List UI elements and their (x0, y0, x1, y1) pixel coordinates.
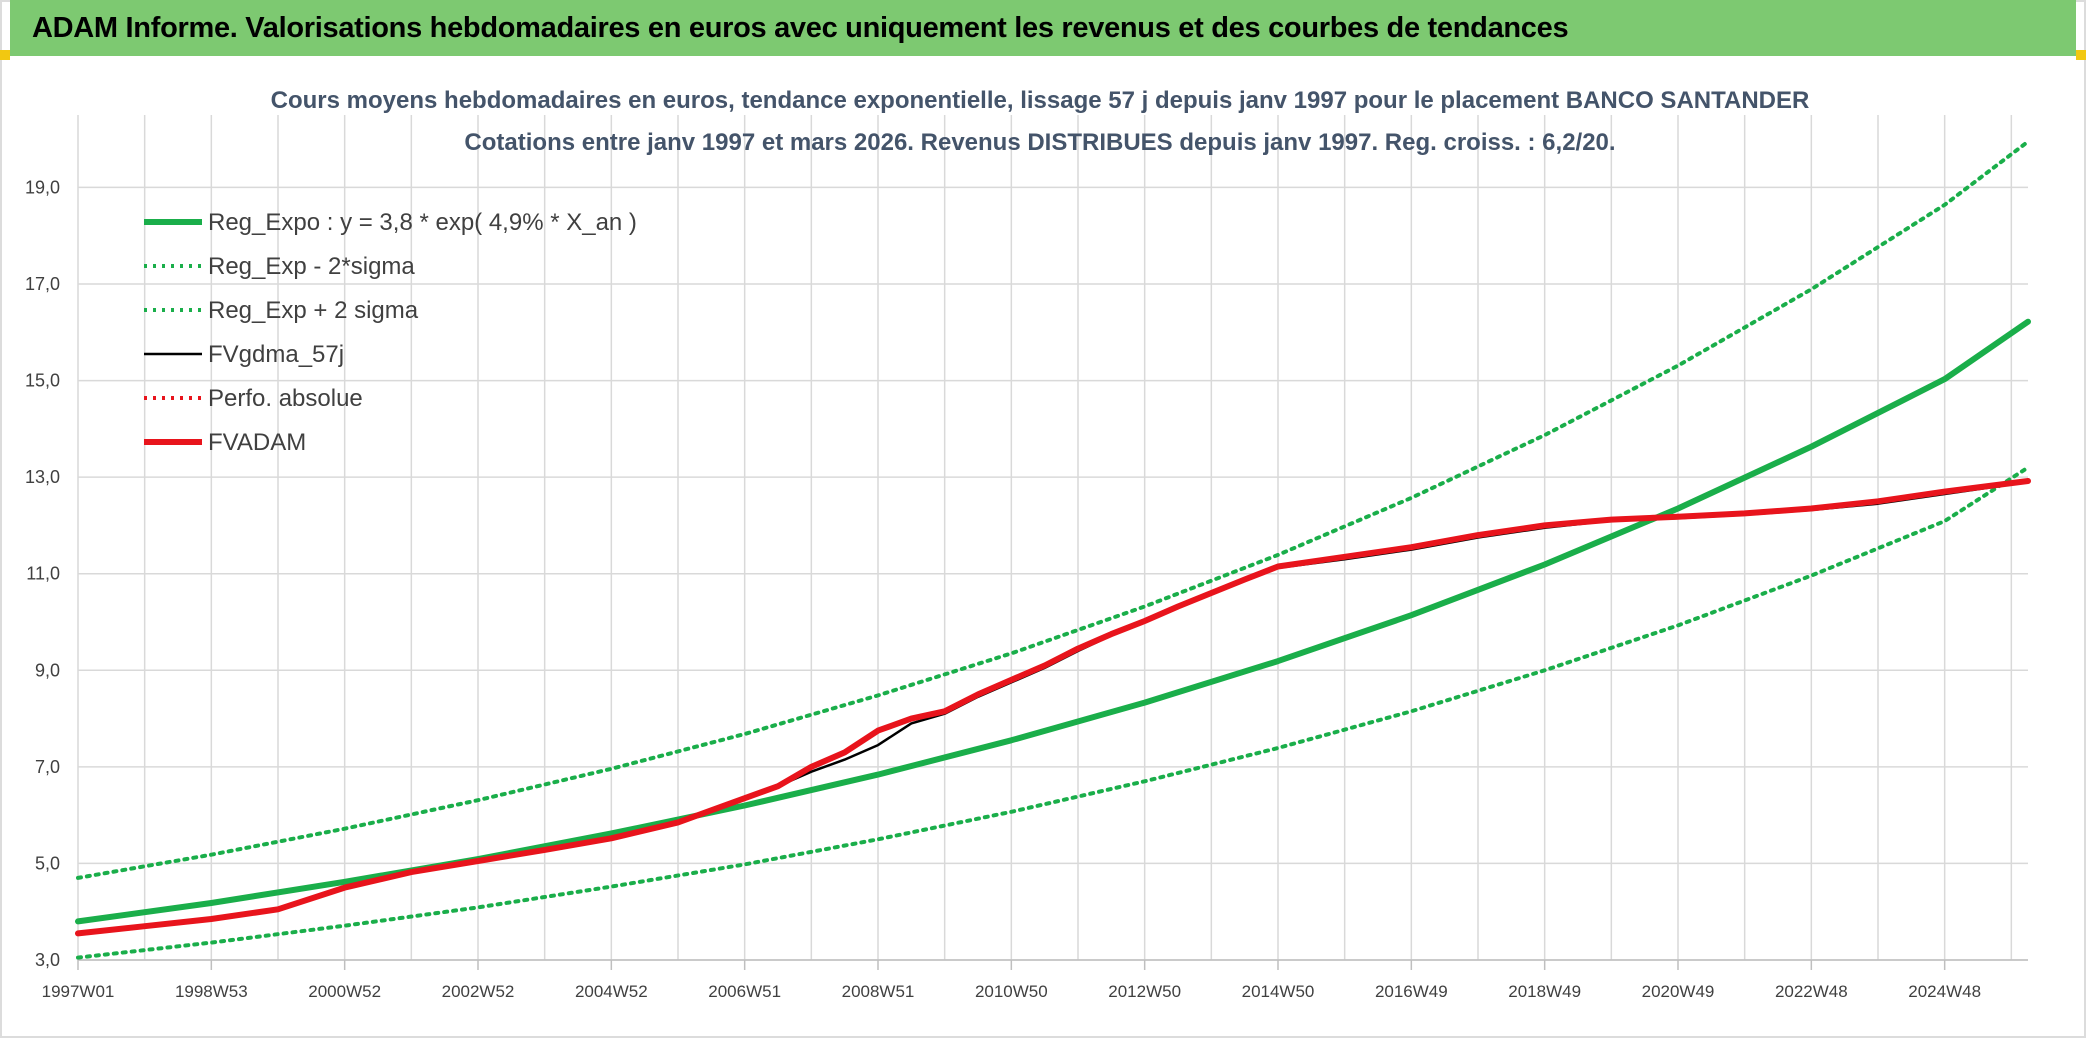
series-line-reg-expo-y-3-8-exp-4-9-x-an (75, 318, 2031, 925)
y-tick-label: 17,0 (25, 274, 60, 294)
x-tick-label: 2012W50 (1108, 982, 1181, 1001)
legend-label: Reg_Expo : y = 3,8 * exp( 4,9% * X_an ) (208, 209, 637, 236)
x-tick-label: 2010W50 (975, 982, 1048, 1001)
y-tick-label: 19,0 (25, 177, 60, 197)
x-tick-label: 1998W53 (175, 982, 248, 1001)
report-banner: ADAM Informe. Valorisations hebdomadaire… (10, 0, 2076, 56)
series-line-fvadam (75, 478, 2031, 937)
x-tick-label: 2000W52 (308, 982, 381, 1001)
series-line-reg-exp-2-sigma (76, 465, 2030, 960)
x-tick-label: 2020W49 (1642, 982, 1715, 1001)
legend-label: FVgdma_57j (208, 341, 344, 368)
chart-title-line-1: Cours moyens hebdomadaires en euros, ten… (271, 87, 1810, 114)
x-tick-label: 1997W01 (42, 982, 115, 1001)
series-line-fvgdma-57j (76, 480, 2030, 935)
x-tick-label: 2024W48 (1908, 982, 1981, 1001)
x-tick-label: 2004W52 (575, 982, 648, 1001)
corner-marker-left (0, 50, 10, 60)
x-tick-label: 2014W50 (1242, 982, 1315, 1001)
legend-label: Reg_Exp - 2*sigma (208, 253, 415, 280)
chart-grid (77, 115, 2028, 961)
legend-label: Perfo. absolue (208, 385, 363, 412)
y-tick-label: 13,0 (25, 467, 60, 487)
chart-legend: Reg_Expo : y = 3,8 * exp( 4,9% * X_an ) R… (144, 209, 637, 456)
x-tick-label: 2016W49 (1375, 982, 1448, 1001)
x-tick-label: 2018W49 (1508, 982, 1581, 1001)
y-tick-label: 7,0 (35, 757, 60, 777)
chart-series (75, 139, 2031, 960)
y-tick-label: 11,0 (26, 564, 60, 584)
x-tick-label: 2008W51 (842, 982, 915, 1001)
y-tick-label: 9,0 (35, 660, 60, 680)
report-title: ADAM Informe. Valorisations hebdomadaire… (32, 11, 1569, 44)
x-tick-label: 2002W52 (442, 982, 515, 1001)
legend-label: Reg_Exp + 2 sigma (208, 297, 419, 324)
y-tick-label: 5,0 (35, 853, 60, 873)
legend-label: FVADAM (208, 429, 306, 456)
x-tick-label: 2022W48 (1775, 982, 1848, 1001)
series-line-reg-exp-2-sigma (76, 139, 2030, 880)
x-tick-label: 2006W51 (708, 982, 781, 1001)
y-tick-label: 3,0 (35, 950, 60, 970)
chart-title: Cours moyens hebdomadaires en euros, ten… (271, 87, 1810, 156)
y-tick-label: 15,0 (25, 371, 60, 391)
chart-axes: 3,0 5,0 7,0 9,0 11,0 13,0 15,0 17,0 19,0 1997W01 1… (25, 177, 2028, 1001)
corner-marker-right (2076, 50, 2086, 60)
chart-title-line-2: Cotations entre janv 1997 et mars 2026. … (464, 129, 1615, 156)
